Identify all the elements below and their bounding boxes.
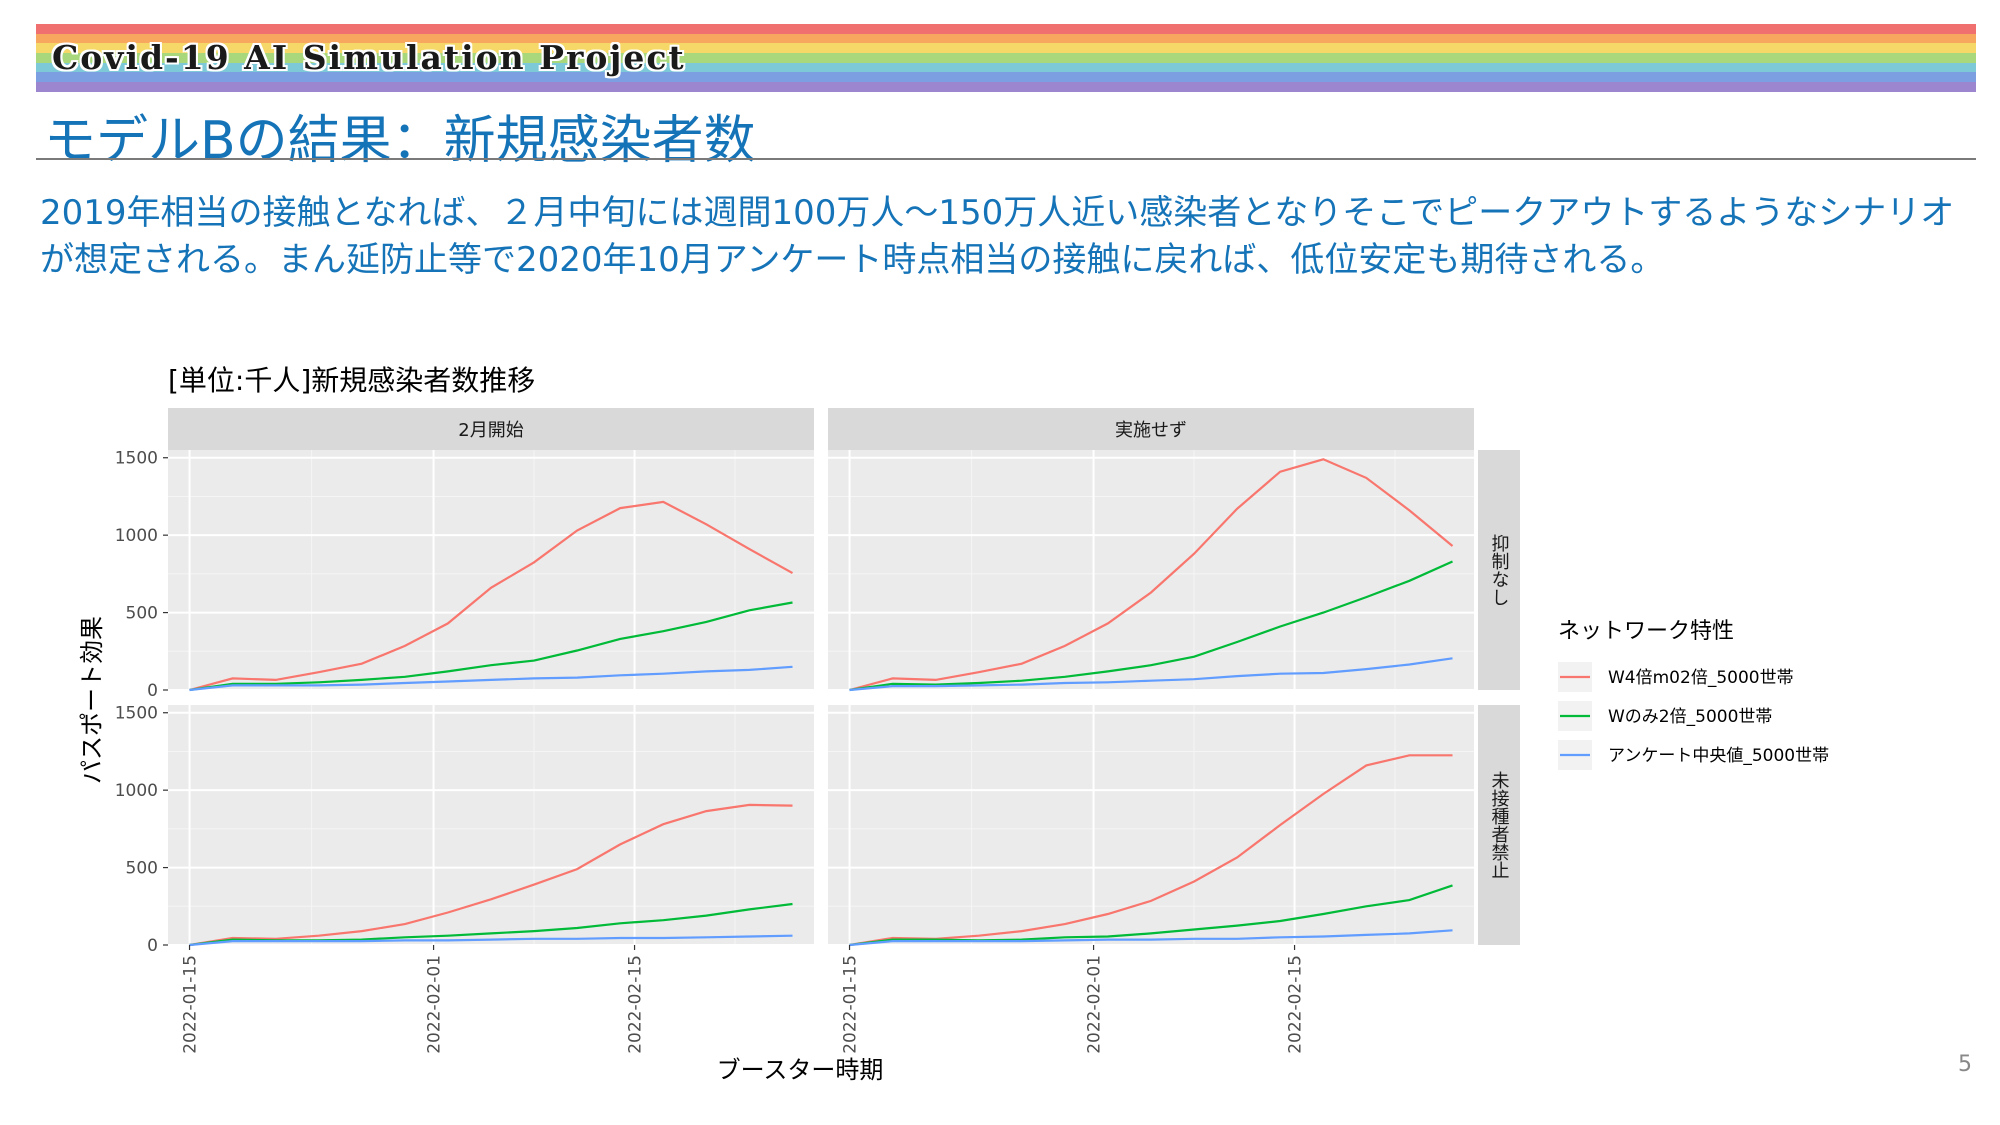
x-tick-label: 2022-02-01	[1085, 955, 1105, 1054]
legend-label: Wのみ2倍_5000世帯	[1608, 707, 1772, 727]
banner-stripe	[36, 62, 1976, 73]
series-line	[189, 934, 793, 947]
y-tick-label: 1000	[115, 526, 158, 546]
banner-stripe	[36, 33, 1976, 44]
panel-background	[828, 450, 1474, 690]
facet-label-row: 抑制なし	[1489, 534, 1510, 606]
banner-stripe	[36, 24, 1976, 34]
series-line	[849, 884, 1453, 947]
series-line	[849, 754, 1453, 947]
series-line	[189, 500, 794, 692]
panel-background	[168, 450, 814, 690]
y-tick-label: 1500	[115, 704, 158, 724]
facet-strip-column	[168, 408, 814, 450]
series-line	[189, 665, 793, 692]
panel-background	[168, 705, 814, 945]
y-tick-label: 500	[126, 604, 158, 624]
page-title: モデルBの結果：新規感染者数	[44, 111, 756, 171]
panel-background	[828, 705, 1474, 945]
x-tick-label: 2022-01-15	[181, 955, 201, 1054]
title-divider	[36, 158, 1976, 160]
banner-stripe	[36, 72, 1976, 83]
legend-title: ネットワーク特性	[1558, 619, 1734, 644]
x-axis-title: ブースター時期	[717, 1056, 884, 1084]
x-tick-label: 2022-02-15	[1286, 955, 1306, 1054]
y-tick-label: 1500	[115, 449, 158, 469]
x-tick-label: 2022-02-01	[425, 955, 445, 1054]
series-line	[849, 657, 1453, 692]
banner-stripe	[36, 53, 1976, 63]
legend-label: アンケート中央値_5000世帯	[1608, 746, 1829, 766]
facet-strip-column	[828, 408, 1474, 450]
facet-label-row: 未接種者禁止	[1489, 771, 1510, 879]
x-tick-label: 2022-01-15	[841, 955, 861, 1054]
summary-text: 2019年相当の接触となれば、２月中旬には週間100万人～150万人近い感染者と…	[40, 193, 1955, 280]
y-tick-label: 1000	[115, 781, 158, 801]
series-line	[189, 601, 793, 692]
series-line	[189, 803, 793, 947]
rainbow-banner	[36, 24, 1976, 92]
banner-stripe	[36, 82, 1976, 92]
facet-strip-row	[1478, 705, 1520, 945]
y-tick-label: 500	[126, 859, 158, 879]
y-tick-label: 0	[147, 936, 158, 956]
facet-label-column: 2月開始	[458, 420, 523, 441]
y-tick-label: 0	[147, 681, 158, 701]
series-line	[849, 929, 1453, 947]
facet-label-column: 実施せず	[1115, 420, 1187, 441]
chart-title: [単位:千人]新規感染者数推移	[168, 364, 535, 397]
facet-strip-row	[1478, 450, 1520, 690]
banner-title: Covid-19 AI Simulation Project	[52, 38, 686, 77]
legend-label: W4倍m02倍_5000世帯	[1608, 668, 1794, 688]
banner-stripe	[36, 43, 1976, 54]
page-number: 5	[1958, 1052, 1972, 1077]
y-axis-title: パスポート効果	[78, 616, 106, 784]
series-line	[849, 560, 1453, 692]
series-line	[849, 458, 1454, 692]
x-tick-label: 2022-02-15	[626, 955, 646, 1054]
